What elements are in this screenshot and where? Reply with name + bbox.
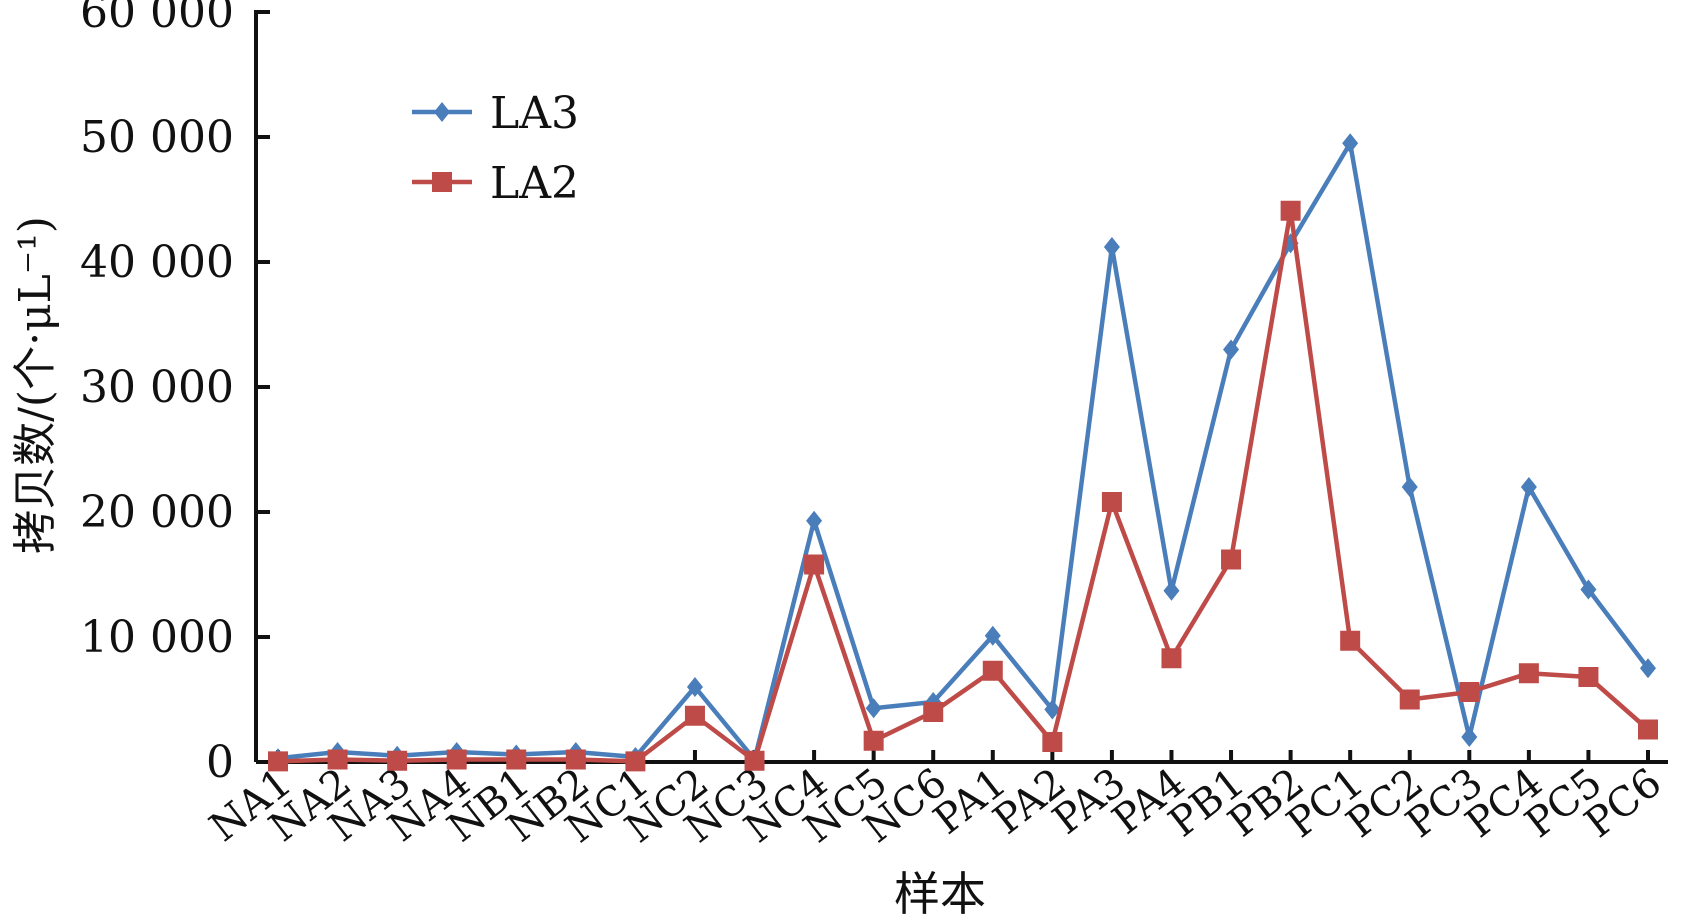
legend-item-la2: LA2 xyxy=(412,158,579,209)
data-point xyxy=(984,625,1001,646)
data-point xyxy=(506,749,527,770)
data-point xyxy=(1638,719,1658,740)
legend-label: LA2 xyxy=(490,158,579,209)
data-point xyxy=(684,705,705,726)
legend-marker xyxy=(434,102,450,122)
data-point xyxy=(1042,732,1063,752)
data-point xyxy=(1044,699,1061,720)
data-point xyxy=(1520,477,1537,497)
data-point xyxy=(1461,727,1478,747)
data-point xyxy=(1340,630,1361,651)
y-tick-label: 40 000 xyxy=(80,237,234,288)
y-axis-ticks: 0 10 000 20 000 30 000 40 000 50 000 60 000 xyxy=(80,0,270,788)
data-point xyxy=(923,702,944,722)
series-la3 xyxy=(270,133,1656,770)
data-point xyxy=(625,751,646,772)
x-axis-label: 样本 xyxy=(894,867,986,921)
legend-label: LA3 xyxy=(490,88,579,139)
series-line xyxy=(277,141,1650,762)
data-point xyxy=(1580,579,1597,600)
data-point xyxy=(1223,339,1240,360)
data-point xyxy=(1578,667,1599,687)
data-point xyxy=(1640,658,1656,679)
data-point xyxy=(806,510,823,531)
data-point xyxy=(744,750,765,771)
data-point xyxy=(1101,492,1122,512)
data-point xyxy=(1280,200,1301,221)
data-point xyxy=(1459,682,1480,702)
data-point xyxy=(1163,580,1180,601)
y-axis-label: 拷贝数/(个·μL⁻¹) xyxy=(10,216,61,554)
y-tick-label: 30 000 xyxy=(80,362,234,413)
y-tick-label: 50 000 xyxy=(80,112,234,163)
data-point xyxy=(327,749,348,770)
data-point xyxy=(1518,663,1539,684)
data-point xyxy=(865,698,882,719)
y-tick-label: 20 000 xyxy=(80,487,234,538)
y-tick-label: 60 000 xyxy=(80,0,234,38)
data-point xyxy=(1221,549,1242,570)
y-tick-label: 10 000 xyxy=(80,612,234,663)
data-point xyxy=(982,660,1003,681)
y-tick-label: 0 xyxy=(206,737,234,788)
legend-item-la3: LA3 xyxy=(412,88,579,139)
series-layer xyxy=(268,133,1658,772)
axes xyxy=(254,10,1668,764)
series-la2 xyxy=(268,200,1658,772)
data-point xyxy=(1161,648,1182,669)
data-point xyxy=(804,554,825,575)
legend-marker xyxy=(432,172,452,192)
data-point xyxy=(1103,237,1120,257)
data-point xyxy=(446,749,467,770)
data-point xyxy=(1399,689,1420,710)
data-point xyxy=(1342,133,1359,154)
x-axis-ticks: NA1NA2NA3NA4NB1NB2NC1NC2NC3NC4NC5NC6PA1P… xyxy=(201,750,1670,852)
series-line xyxy=(277,208,1650,764)
data-point xyxy=(863,730,884,751)
data-point xyxy=(565,749,586,770)
data-point xyxy=(387,750,408,771)
data-point xyxy=(1401,477,1418,497)
data-point xyxy=(686,677,703,697)
data-point xyxy=(268,751,288,772)
